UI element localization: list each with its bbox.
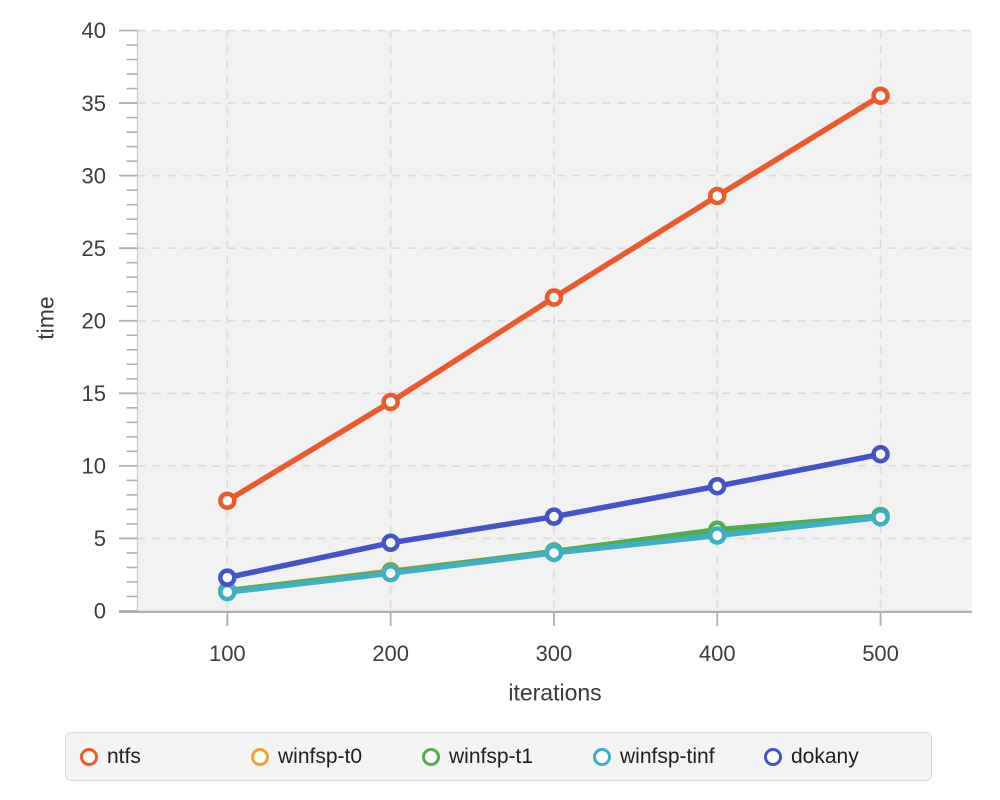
legend-label: winfsp-tinf [620,744,715,768]
x-axis-title: iterations [508,679,602,706]
y-tick-label: 10 [82,454,106,479]
y-tick-label: 30 [82,163,106,188]
y-tick-label: 25 [82,236,106,261]
data-point-dokany [544,507,564,526]
x-tick-label: 500 [862,641,899,666]
data-point-dokany [381,533,400,553]
y-tick-label: 15 [82,381,106,406]
data-point-ntfs [218,491,237,510]
y-tick-label: 40 [82,18,106,43]
legend-marker-winfsp-t0 [251,747,269,766]
data-point-dokany [707,476,727,496]
data-point-ntfs [871,86,890,106]
y-tick-label: 35 [82,91,106,116]
x-tick-label: 200 [372,641,409,666]
data-point-ntfs [381,392,400,412]
legend-item-winfsp-t1: winfsp-t1 [422,745,593,769]
y-axis-title: time [32,296,59,340]
data-point-dokany [871,445,890,464]
legend-label: winfsp-t1 [449,744,534,768]
legend-item-winfsp-tinf: winfsp-tinf [593,745,764,769]
legend-marker-dokany [764,747,782,766]
data-point-dokany [218,568,237,587]
data-point-winfsp-tinf [218,582,237,602]
legend: ntfs winfsp-t0 winfsp-t1 winfsp-tinf dokany [65,732,932,781]
legend-label: ntfs [107,744,141,768]
data-point-ntfs [707,186,727,206]
y-tick-label: 0 [94,599,106,624]
x-tick-label: 400 [699,641,736,666]
legend-marker-winfsp-tinf [593,747,611,766]
data-point-winfsp-tinf [544,543,564,563]
data-point-winfsp-tinf [871,508,890,527]
y-tick-label: 5 [94,526,106,551]
data-point-ntfs [544,288,564,307]
legend-marker-winfsp-t1 [422,747,440,766]
legend-item-ntfs: ntfs [80,745,251,769]
legend-marker-ntfs [80,747,98,766]
legend-label: dokany [791,744,859,768]
legend-item-winfsp-t0: winfsp-t0 [251,745,422,769]
legend-item-dokany: dokany [764,745,859,769]
legend-label: winfsp-t0 [278,744,363,768]
x-tick-label: 100 [209,641,246,666]
data-point-winfsp-tinf [707,526,727,545]
y-tick-label: 20 [82,308,106,333]
data-point-winfsp-tinf [381,564,400,583]
x-tick-label: 300 [536,641,573,666]
